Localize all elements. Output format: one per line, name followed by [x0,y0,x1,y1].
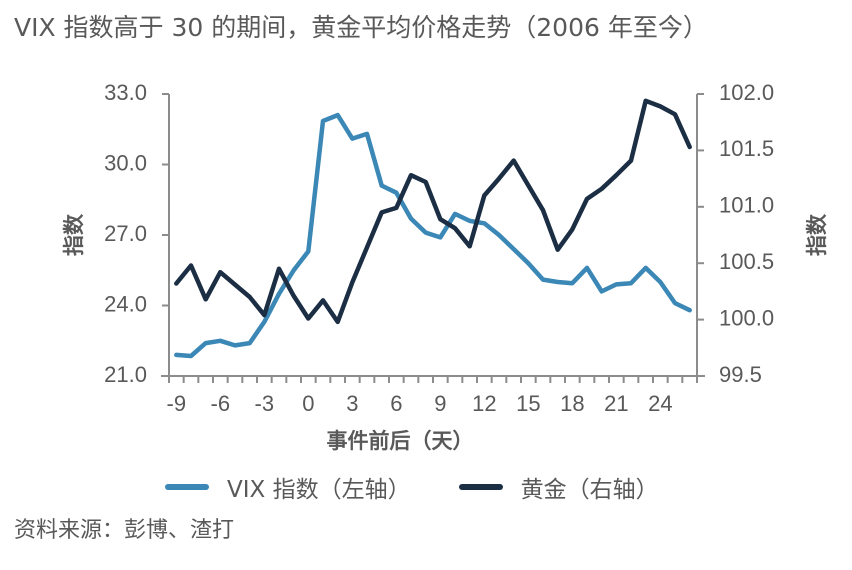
y-tick-label-left: 24.0 [104,291,147,316]
x-tick-label: 18 [560,391,584,416]
x-tick-label: 15 [516,391,540,416]
x-tick-label: 12 [472,391,496,416]
x-tick-label: 6 [390,391,402,416]
x-tick-label: 24 [648,391,672,416]
legend: VIX 指数（左轴） 黄金（右轴） [165,470,707,504]
y-tick-label-left: 30.0 [104,150,147,175]
series-lines [174,98,692,359]
y-tick-label-right: 100.0 [719,305,774,330]
axes [161,93,705,383]
x-tick-label: 3 [346,391,358,416]
y-tick-label-left: 21.0 [104,362,147,387]
y-axis-label-right: 指数 [805,213,829,256]
series-line-vix [174,112,692,359]
y-tick-label-right: 101.0 [719,193,774,218]
x-tick-label: 0 [302,391,314,416]
chart-svg: 33.0 30.0 27.0 24.0 21.0 102.0 101.5 101.0 100.5… [62,80,829,453]
x-tick-label: -3 [255,391,275,416]
y-tick-label-right: 99.5 [719,362,762,387]
x-tick-label: 21 [604,391,628,416]
source-note: 资料来源：彭博、渣打 [14,518,235,543]
legend-label-gold: 黄金（右轴） [520,477,659,503]
legend-item-vix: VIX 指数（左轴） [165,470,411,504]
y-tick-label-right: 100.5 [719,249,774,274]
x-tick-label: -6 [211,391,231,416]
tick-labels: 33.0 30.0 27.0 24.0 21.0 102.0 101.5 101.0 100.5… [104,80,774,416]
x-tick-label: 9 [434,391,446,416]
legend-swatch-vix [165,484,209,490]
legend-swatch-gold [458,484,503,490]
y-tick-label-left: 27.0 [104,221,147,246]
y-tick-label-right: 102.0 [719,80,774,105]
y-tick-label-left: 33.0 [104,80,147,105]
legend-label-vix: VIX 指数（左轴） [227,477,411,503]
y-tick-label-right: 101.5 [719,136,774,161]
chart-title: VIX 指数高于 30 的期间，黄金平均价格走势（2006 年至今） [14,13,708,42]
legend-item-gold: 黄金（右轴） [458,470,659,504]
x-axis-label: 事件前后（天） [327,429,474,453]
series-line-gold [174,98,692,325]
y-axis-label-left: 指数 [62,213,86,256]
x-tick-label: -9 [167,391,187,416]
